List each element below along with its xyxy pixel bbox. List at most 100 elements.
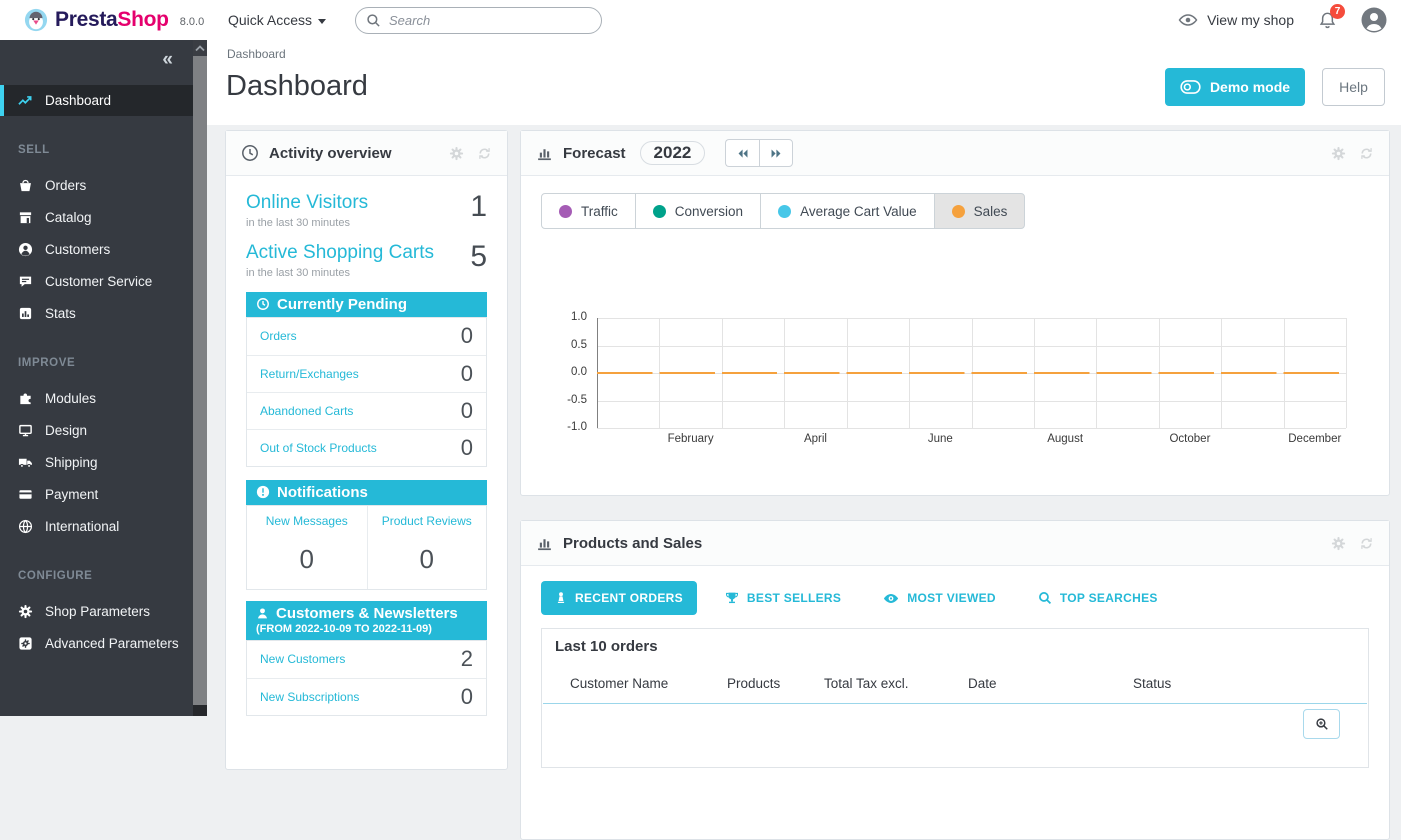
- view-my-shop-link[interactable]: View my shop: [1178, 12, 1294, 28]
- trophy-icon: [725, 591, 739, 605]
- tab-best-sellers[interactable]: BEST SELLERS: [711, 581, 855, 615]
- tab-average-cart-value[interactable]: Average Cart Value: [760, 193, 935, 229]
- bar-chart-icon: [536, 145, 553, 162]
- gear-icon[interactable]: [1331, 536, 1346, 551]
- demo-mode-button[interactable]: Demo mode: [1165, 68, 1305, 106]
- year-selector[interactable]: 2022: [640, 141, 706, 165]
- customers-newsletters-header: Customers & Newsletters (FROM 2022-10-09…: [246, 601, 487, 640]
- sidebar-item-shop-parameters[interactable]: Shop Parameters: [0, 595, 193, 627]
- prestashop-logo-icon: [24, 8, 48, 32]
- next-year-button[interactable]: [759, 139, 793, 167]
- prestashop-logo[interactable]: PrestaShop 8.0.0: [24, 0, 204, 40]
- panel-title: Products and Sales: [563, 535, 702, 552]
- quick-access-menu[interactable]: Quick Access: [228, 0, 326, 40]
- notifications-button[interactable]: 7: [1318, 11, 1337, 30]
- sidebar-item-orders[interactable]: Orders: [0, 169, 193, 201]
- tab-sales[interactable]: Sales: [934, 193, 1026, 229]
- active-carts-stat: Active Shopping Carts in the last 30 min…: [246, 242, 487, 279]
- average-cart-value-dot-icon: [778, 205, 791, 218]
- sales-dot-icon: [952, 205, 965, 218]
- main-content: Dashboard Dashboard Demo mode Help Activ…: [207, 40, 1401, 716]
- new-subscriptions-link[interactable]: New Subscriptions: [260, 690, 359, 704]
- order-row: [542, 704, 1368, 750]
- sidebar-item-modules[interactable]: Modules: [0, 382, 193, 414]
- prev-year-icon: [736, 147, 750, 160]
- refresh-icon[interactable]: [1359, 146, 1374, 161]
- search-box: [355, 7, 602, 34]
- sidebar-item-payment[interactable]: Payment: [0, 478, 193, 510]
- order-details-button[interactable]: [1303, 709, 1340, 739]
- x-tick-label: April: [804, 433, 827, 445]
- tab-conversion[interactable]: Conversion: [635, 193, 761, 229]
- customers-row: New Customers2: [247, 641, 486, 678]
- tab-top-searches[interactable]: TOP SEARCHES: [1024, 581, 1172, 615]
- x-tick-label: October: [1169, 433, 1210, 445]
- search-icon: [366, 13, 381, 28]
- customers-row: New Subscriptions0: [247, 678, 486, 715]
- refresh-icon[interactable]: [477, 146, 492, 161]
- sidebar-item-stats[interactable]: Stats: [0, 297, 193, 329]
- panel-title: Activity overview: [269, 145, 392, 162]
- page-title: Dashboard: [226, 70, 368, 103]
- col-customer-name: Customer Name: [570, 676, 727, 691]
- sidebar-item-dashboard[interactable]: Dashboard: [0, 85, 193, 116]
- year-nav: [725, 139, 793, 167]
- product-reviews-link[interactable]: Product Reviews: [372, 514, 483, 528]
- abandoned-carts-link[interactable]: Abandoned Carts: [260, 404, 353, 418]
- monitor-icon: [18, 423, 33, 438]
- sidebar-scrollbar: [193, 40, 207, 716]
- gear-icon: [18, 604, 33, 619]
- pending-row: Out of Stock Products0: [247, 429, 486, 466]
- new-customers-link[interactable]: New Customers: [260, 652, 345, 666]
- tab-recent-orders[interactable]: RECENT ORDERS: [541, 581, 697, 615]
- col-total-tax-excl: Total Tax excl.: [824, 676, 968, 691]
- topbar: PrestaShop 8.0.0 Quick Access View my sh…: [0, 0, 1401, 40]
- scrollbar-up-button[interactable]: [193, 40, 207, 56]
- online-visitors-link[interactable]: Online Visitors: [246, 192, 368, 214]
- gridline: [597, 428, 1346, 429]
- help-button[interactable]: Help: [1322, 68, 1385, 106]
- store-icon: [18, 210, 33, 225]
- search-input[interactable]: [389, 13, 569, 28]
- bar-chart-icon: [18, 306, 33, 321]
- new-messages-link[interactable]: New Messages: [251, 514, 363, 528]
- active-carts-link[interactable]: Active Shopping Carts: [246, 242, 434, 264]
- notification-count-badge: 7: [1330, 4, 1345, 19]
- sidebar-item-catalog[interactable]: Catalog: [0, 201, 193, 233]
- x-tick-label: February: [668, 433, 714, 445]
- forecast-chart: [597, 318, 1346, 428]
- orders-link[interactable]: Orders: [260, 329, 297, 343]
- out-of-stock-link[interactable]: Out of Stock Products: [260, 441, 377, 455]
- sidebar-item-customers[interactable]: Customers: [0, 233, 193, 265]
- refresh-icon[interactable]: [1359, 536, 1374, 551]
- sidebar-item-design[interactable]: Design: [0, 414, 193, 446]
- globe-icon: [18, 519, 33, 534]
- x-tick-label: June: [928, 433, 953, 445]
- sidebar-item-advanced-parameters[interactable]: Advanced Parameters: [0, 627, 193, 659]
- sidebar-item-shipping[interactable]: Shipping: [0, 446, 193, 478]
- chart-x-axis: FebruaryAprilJuneAugustOctoberDecember: [597, 433, 1346, 449]
- scrollbar-thumb[interactable]: [193, 56, 207, 705]
- panel-title: Forecast: [563, 145, 626, 162]
- sidebar-item-customer-service[interactable]: Customer Service: [0, 265, 193, 297]
- caret-down-icon: [318, 19, 326, 24]
- returns-link[interactable]: Return/Exchanges: [260, 367, 359, 381]
- search-plus-icon: [1315, 717, 1329, 731]
- previous-year-button[interactable]: [725, 139, 759, 167]
- gear-icon[interactable]: [449, 146, 464, 161]
- notifications-header: Notifications: [246, 480, 487, 505]
- puzzle-icon: [18, 391, 33, 406]
- clock-icon: [256, 297, 270, 311]
- y-tick-label: 0.5: [571, 339, 587, 351]
- tab-most-viewed[interactable]: MOST VIEWED: [869, 581, 1010, 615]
- collapse-sidebar-button[interactable]: «: [162, 50, 173, 69]
- brand-text: PrestaShop: [55, 8, 169, 32]
- person-icon: [256, 607, 269, 620]
- online-visitors-stat: Online Visitors in the last 30 minutes 1: [246, 192, 487, 229]
- avatar-icon[interactable]: [1361, 7, 1387, 33]
- sidebar-item-international[interactable]: International: [0, 510, 193, 542]
- y-tick-label: 1.0: [571, 311, 587, 323]
- y-tick-label: 0.0: [571, 366, 587, 378]
- tab-traffic[interactable]: Traffic: [541, 193, 636, 229]
- gear-icon[interactable]: [1331, 146, 1346, 161]
